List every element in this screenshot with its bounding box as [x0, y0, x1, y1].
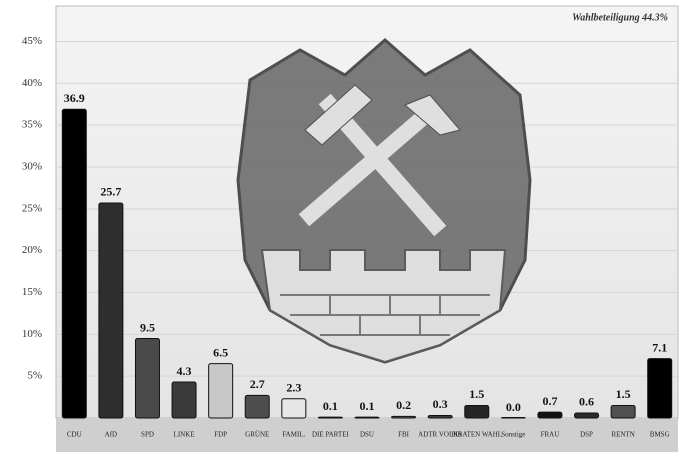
- value-label: 0.1: [360, 399, 375, 413]
- category-strip: [56, 418, 678, 452]
- x-tick-label: SPD: [141, 431, 154, 439]
- value-label: 2.3: [286, 381, 301, 395]
- value-label: 2.7: [250, 377, 265, 391]
- value-label: 7.1: [652, 340, 667, 354]
- x-tick-label: DIE PARTEI: [312, 431, 350, 439]
- value-label: 9.5: [140, 320, 155, 334]
- bar: [208, 363, 234, 419]
- x-tick-label: FRAU: [541, 431, 560, 439]
- bar: [574, 412, 600, 419]
- y-tick-label: 15%: [22, 286, 42, 298]
- value-label: 0.0: [506, 400, 521, 414]
- y-tick-label: 40%: [22, 77, 42, 89]
- x-tick-label: BMSG: [650, 431, 670, 439]
- bar: [464, 404, 490, 419]
- bar: [537, 411, 563, 419]
- value-label: 0.7: [542, 394, 557, 408]
- bar: [391, 415, 417, 419]
- coat-of-arms: [236, 38, 532, 364]
- value-label: 6.5: [213, 345, 228, 359]
- value-label: 0.3: [433, 397, 448, 411]
- y-tick-label: 25%: [22, 202, 42, 214]
- bar: [354, 416, 380, 419]
- x-tick-label: DSU: [360, 431, 374, 439]
- bar: [427, 414, 453, 419]
- x-tick-label: ADTR VOLKS: [418, 431, 462, 439]
- bar: [171, 381, 197, 419]
- value-label: 0.1: [323, 399, 338, 413]
- y-tick-label: 35%: [22, 119, 42, 131]
- bar: [610, 404, 636, 419]
- bar: [500, 417, 526, 419]
- bar: [61, 108, 87, 419]
- x-tick-label: GRÜNE: [245, 431, 269, 439]
- x-tick-label: DSP: [580, 431, 593, 439]
- bar: [134, 338, 160, 419]
- bar: [647, 358, 673, 419]
- value-label: 0.2: [396, 398, 411, 412]
- value-label: 4.3: [177, 364, 192, 378]
- value-label: 1.5: [616, 387, 631, 401]
- x-tick-label: FBI: [398, 431, 410, 439]
- bar: [244, 394, 270, 419]
- y-tick-label: 5%: [27, 370, 42, 382]
- x-tick-label: AfD: [105, 431, 117, 439]
- x-tick-label: FDP: [214, 431, 227, 439]
- value-label: 36.9: [64, 91, 85, 105]
- x-tick-label: FAMIL.: [282, 431, 305, 439]
- bar: [98, 202, 124, 419]
- chart-title: Wahlbeteiligung 44.3%: [572, 12, 668, 23]
- y-tick-label: 20%: [22, 244, 42, 256]
- value-label: 0.6: [579, 395, 594, 409]
- x-tick-label: LINKE: [174, 431, 195, 439]
- y-tick-label: 10%: [22, 328, 42, 340]
- value-label: 25.7: [100, 185, 121, 199]
- bar: [317, 416, 343, 419]
- bar: [281, 398, 307, 419]
- x-tick-label: CDU: [67, 431, 82, 439]
- x-tick-label: RENTN: [611, 431, 634, 439]
- x-tick-label: PIRATEN WAHL: [451, 431, 502, 439]
- value-label: 1.5: [469, 387, 484, 401]
- y-tick-label: 45%: [22, 35, 42, 47]
- x-tick-label: Sonstige: [501, 431, 525, 439]
- y-tick-label: 30%: [22, 161, 42, 173]
